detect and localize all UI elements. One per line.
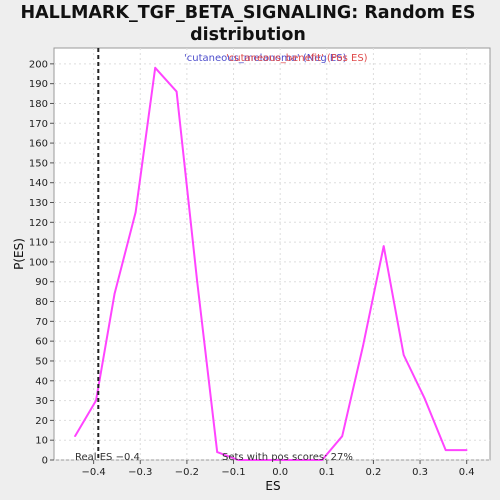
y-tick-label: 120 bbox=[29, 218, 48, 229]
y-tick-label: 70 bbox=[35, 317, 48, 328]
y-tick-label: 130 bbox=[29, 198, 48, 209]
series-point bbox=[466, 449, 468, 451]
y-tick-label: 150 bbox=[29, 158, 48, 169]
x-tick-label: 0.3 bbox=[412, 467, 428, 478]
y-tick-label: 180 bbox=[29, 99, 48, 110]
series-point bbox=[383, 245, 385, 247]
x-tick-label: 0.1 bbox=[319, 467, 335, 478]
pos-scores-annotation: Sets with pos scores: 27% bbox=[222, 452, 353, 463]
series-point bbox=[95, 400, 97, 402]
y-tick-label: 80 bbox=[35, 297, 48, 308]
y-tick-label: 140 bbox=[29, 178, 48, 189]
y-tick-label: 10 bbox=[35, 436, 48, 447]
y-tick-label: 110 bbox=[29, 238, 48, 249]
x-tick-label: −0.1 bbox=[221, 467, 245, 478]
series-point bbox=[135, 212, 137, 214]
series-point bbox=[176, 91, 178, 93]
series-point bbox=[341, 435, 343, 437]
x-axis-label: ES bbox=[265, 479, 280, 493]
x-tick-label: 0.4 bbox=[459, 467, 475, 478]
series-point bbox=[74, 435, 76, 437]
y-tick-label: 200 bbox=[29, 59, 48, 70]
y-tick-label: 60 bbox=[35, 337, 48, 348]
y-tick-label: 20 bbox=[35, 416, 48, 427]
y-tick-label: 0 bbox=[42, 456, 48, 467]
series-point bbox=[445, 449, 447, 451]
y-tick-label: 90 bbox=[35, 277, 48, 288]
real-es-annotation: Real ES −0.4 bbox=[75, 452, 140, 463]
series-point bbox=[114, 293, 116, 295]
y-tick-label: 190 bbox=[29, 79, 48, 90]
y-tick-label: 100 bbox=[29, 257, 48, 268]
legend-entry-pos: 'cutaneous_benefit' (Pos ES) bbox=[226, 53, 368, 64]
y-tick-label: 160 bbox=[29, 139, 48, 150]
y-axis-label: P(ES) bbox=[12, 238, 26, 270]
x-tick-label: 0.2 bbox=[365, 467, 381, 478]
series-point bbox=[403, 354, 405, 356]
series-point bbox=[196, 281, 198, 283]
x-tick-label: −0.2 bbox=[175, 467, 199, 478]
x-tick-label: −0.4 bbox=[81, 467, 105, 478]
x-tick-label: −0.3 bbox=[128, 467, 152, 478]
chart-title-line-1: HALLMARK_TGF_BETA_SIGNALING: Random ES bbox=[20, 3, 475, 23]
series-point bbox=[154, 67, 156, 69]
y-tick-label: 170 bbox=[29, 119, 48, 130]
y-tick-label: 40 bbox=[35, 376, 48, 387]
series-point bbox=[424, 398, 426, 400]
y-tick-label: 30 bbox=[35, 396, 48, 407]
series-point bbox=[216, 451, 218, 453]
y-tick-label: 50 bbox=[35, 356, 48, 367]
x-tick-label: 0.0 bbox=[272, 467, 288, 478]
series-point bbox=[362, 344, 364, 346]
chart-title-line-2: distribution bbox=[190, 25, 306, 45]
